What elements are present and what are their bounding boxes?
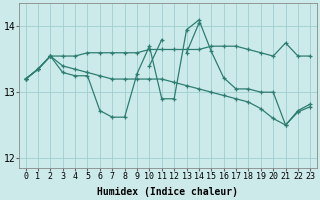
X-axis label: Humidex (Indice chaleur): Humidex (Indice chaleur) — [98, 186, 238, 197]
